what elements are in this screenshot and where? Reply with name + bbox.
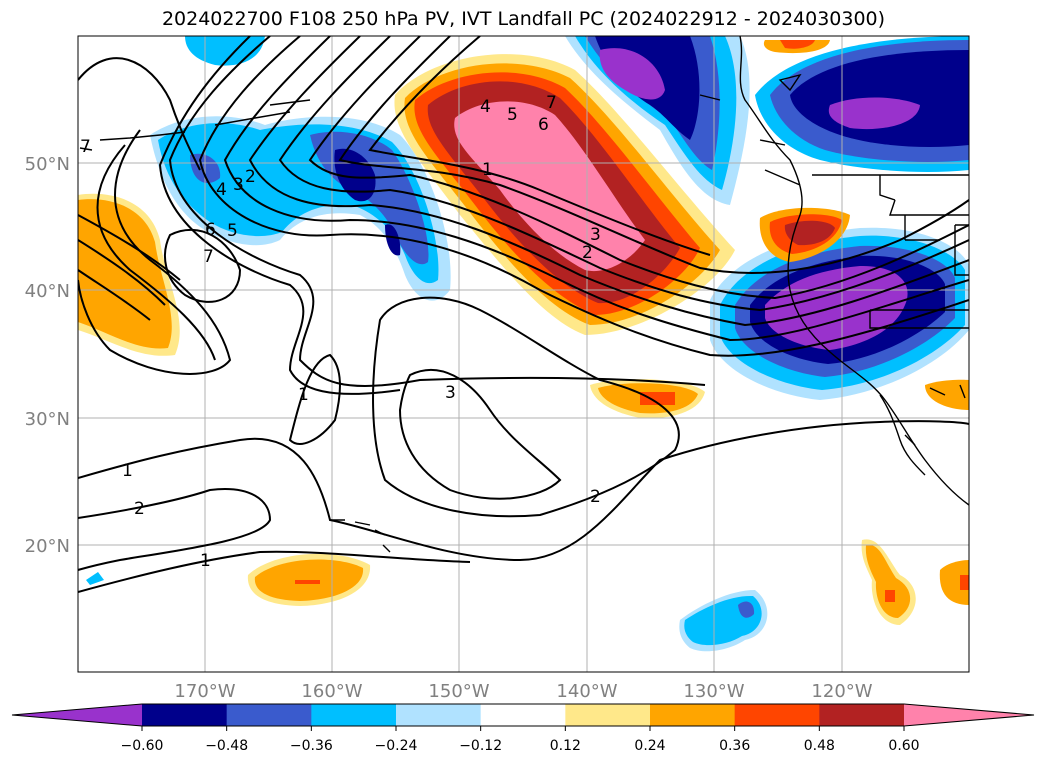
lat-label: 30°N bbox=[25, 409, 70, 430]
lat-label: 20°N bbox=[25, 536, 70, 557]
colorbar-segment bbox=[650, 704, 736, 726]
lat-label: 40°N bbox=[25, 281, 70, 302]
colorbar-tick-label: −0.12 bbox=[459, 738, 502, 754]
colorbar-tick-label: 0.36 bbox=[719, 738, 750, 754]
colorbar-extend-max bbox=[904, 704, 1034, 726]
colorbar-tick-label: −0.24 bbox=[375, 738, 418, 754]
longitude-labels: 170°W 160°W 150°W 140°W 130°W 120°W bbox=[174, 681, 872, 702]
contour-label: 4 bbox=[216, 180, 227, 200]
colorbar-segment bbox=[311, 704, 397, 726]
lon-label: 120°W bbox=[811, 681, 872, 702]
lat-label: 50°N bbox=[25, 154, 70, 175]
contour-label: 1 bbox=[122, 461, 133, 481]
contour-label: 6 bbox=[538, 115, 549, 135]
colorbar-tick-label: 0.48 bbox=[804, 738, 835, 754]
latitude-labels: 50°N 40°N 30°N 20°N bbox=[25, 154, 70, 557]
contour-label: 1 bbox=[200, 551, 211, 571]
contour-label: 6 bbox=[205, 220, 216, 240]
contour-labels: 4 5 6 7 1 3 2 4 3 2 6 5 7 7 1 3 2 1 2 1 bbox=[80, 93, 601, 571]
contour-label: 2 bbox=[590, 487, 601, 507]
colorbar-segment bbox=[565, 704, 651, 726]
contour-label: 2 bbox=[134, 499, 145, 519]
colorbar-tick-label: 0.12 bbox=[550, 738, 581, 754]
contour-label: 1 bbox=[482, 160, 493, 180]
contour-label: 5 bbox=[227, 221, 238, 241]
colorbar-segment bbox=[480, 704, 566, 726]
colorbar: −0.60 −0.48 −0.36 −0.24 −0.12 0.12 0.24 0.36 0.4… bbox=[11, 703, 1035, 754]
graticule bbox=[78, 36, 969, 672]
contour-label: 1 bbox=[298, 385, 309, 405]
contour-label: 2 bbox=[245, 167, 256, 187]
colorbar-extend-min bbox=[12, 704, 142, 726]
plot-frame bbox=[77, 35, 970, 673]
lon-label: 160°W bbox=[301, 681, 362, 702]
contour-label: 3 bbox=[590, 225, 601, 245]
contour-label: 2 bbox=[582, 243, 593, 263]
contour-label: 3 bbox=[233, 175, 244, 195]
lon-label: 130°W bbox=[683, 681, 744, 702]
colorbar-segment bbox=[226, 704, 312, 726]
colorbar-tick-label: −0.48 bbox=[205, 738, 248, 754]
lon-label: 170°W bbox=[174, 681, 235, 702]
colorbar-tick-label: −0.36 bbox=[290, 738, 333, 754]
contour-label: 7 bbox=[546, 93, 557, 113]
contour-label: 3 bbox=[445, 383, 456, 403]
colorbar-tick-label: −0.60 bbox=[121, 738, 164, 754]
colorbar-segment bbox=[819, 704, 905, 726]
pv-contours bbox=[78, 36, 969, 593]
colorbar-segment bbox=[142, 704, 228, 726]
contour-label: 7 bbox=[80, 137, 91, 157]
contour-label: 7 bbox=[203, 247, 214, 267]
colorbar-segment bbox=[396, 704, 482, 726]
contour-label: 4 bbox=[480, 97, 491, 117]
lon-label: 140°W bbox=[556, 681, 617, 702]
colorbar-tick-label: 0.24 bbox=[634, 738, 665, 754]
colorbar-segment bbox=[734, 704, 820, 726]
colorbar-tick-label: 0.60 bbox=[888, 738, 919, 754]
lon-label: 150°W bbox=[428, 681, 489, 702]
map-title: 2024022700 F108 250 hPa PV, IVT Landfall… bbox=[161, 8, 886, 30]
contour-label: 5 bbox=[507, 105, 518, 125]
